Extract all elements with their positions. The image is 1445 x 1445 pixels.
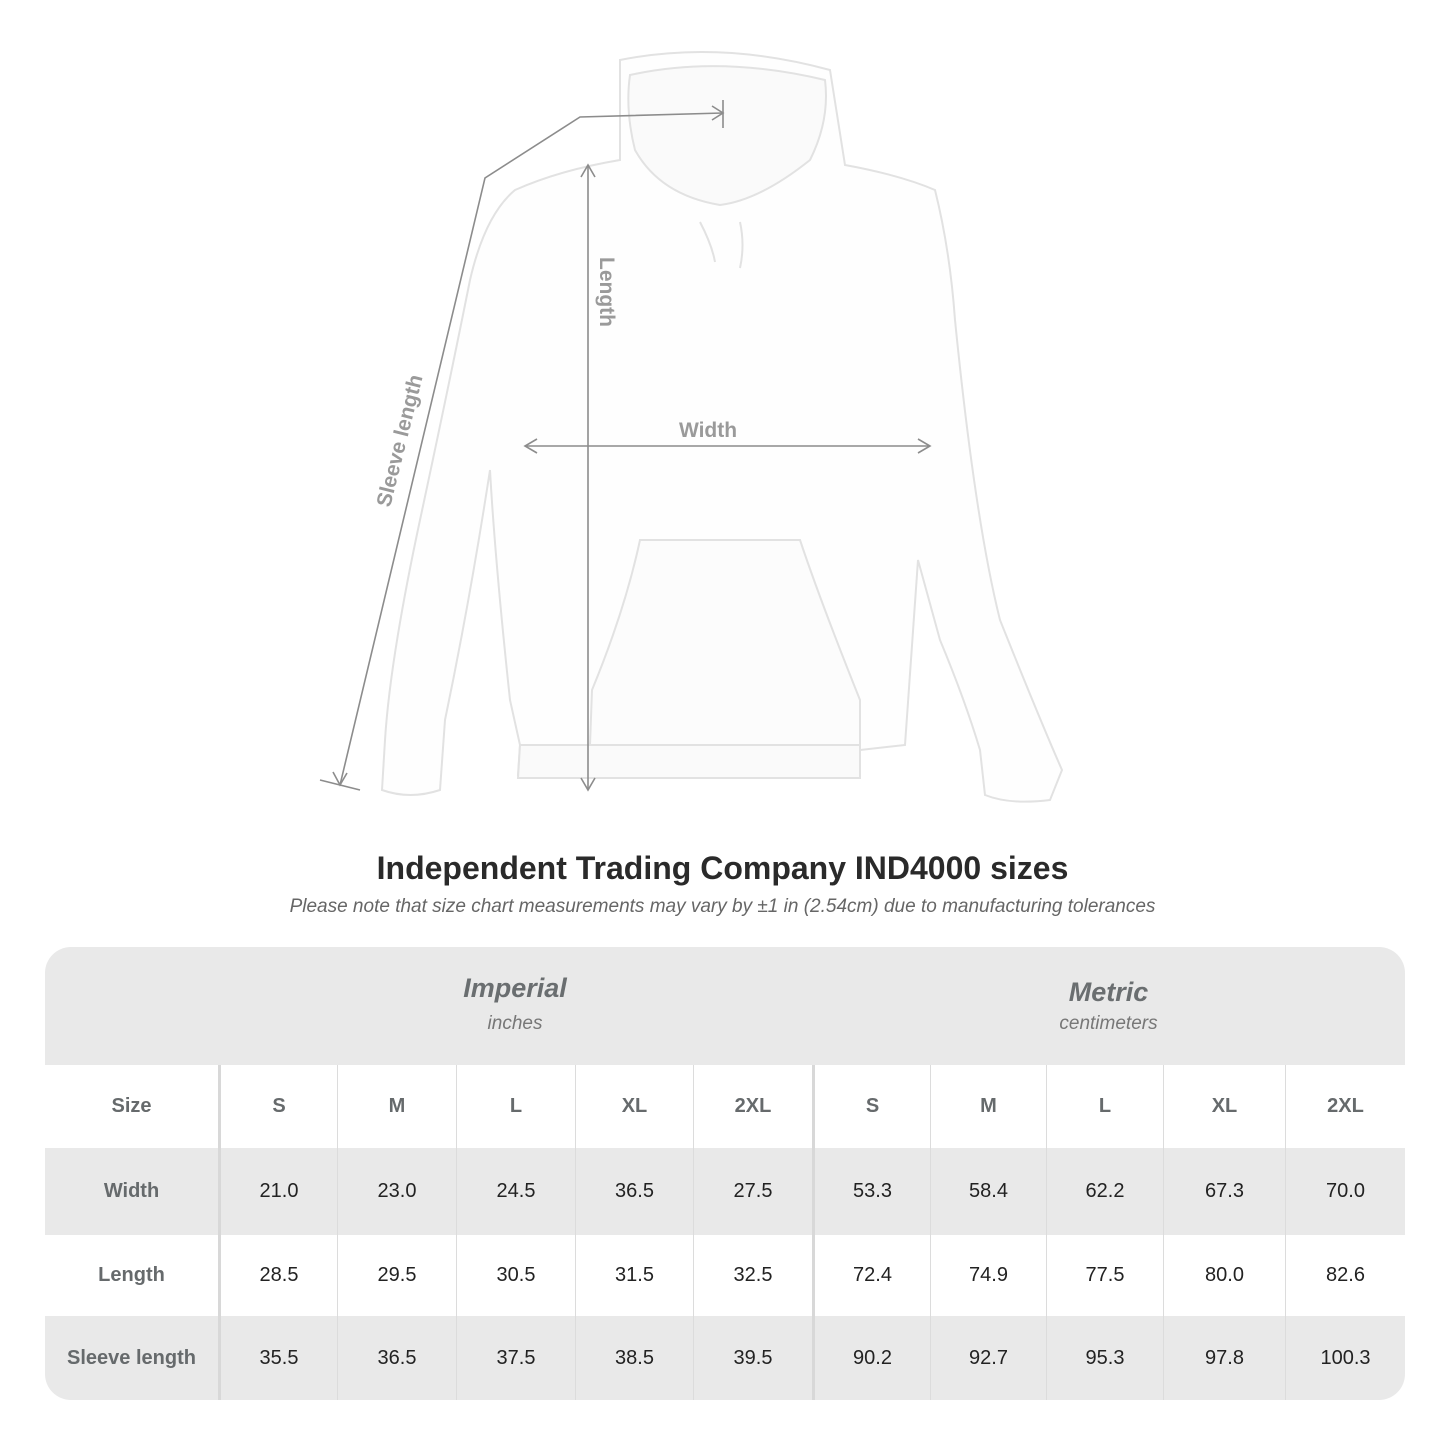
length-arrow-top-icon — [580, 163, 596, 178]
table-row: Length 28.5 29.5 30.5 31.5 32.5 72.4 74.9 77.5 80… — [45, 1235, 1405, 1316]
size-column-header: M — [337, 1065, 456, 1148]
hoodie-body — [380, 51, 1064, 803]
metric-value-cell: 90.2 — [812, 1316, 930, 1400]
metric-value-cell: 97.8 — [1163, 1316, 1285, 1400]
hood-opening — [627, 65, 827, 207]
size-column-header: S — [812, 1065, 930, 1148]
imperial-value-cell: 36.5 — [575, 1148, 693, 1235]
imperial-unit: inches — [487, 1013, 543, 1034]
imperial-header: Imperial inches — [218, 947, 812, 1065]
imperial-label: Imperial — [463, 973, 567, 1003]
length-label: Length — [595, 257, 618, 327]
table-row: Width 21.0 23.0 24.5 36.5 27.5 53.3 58.4 62.2 67.… — [45, 1148, 1405, 1235]
imperial-value-cell: 28.5 — [218, 1235, 337, 1316]
metric-value-cell: 100.3 — [1285, 1316, 1405, 1400]
imperial-value-cell: 23.0 — [337, 1148, 456, 1235]
size-column-header: 2XL — [1285, 1065, 1405, 1148]
waistband — [516, 744, 861, 779]
metric-value-cell: 95.3 — [1046, 1316, 1163, 1400]
metric-value-cell: 53.3 — [812, 1148, 930, 1235]
metric-value-cell: 82.6 — [1285, 1235, 1405, 1316]
size-header-cell: Size — [111, 1095, 152, 1117]
size-column-header: L — [1046, 1065, 1163, 1148]
metric-value-cell: 80.0 — [1163, 1235, 1285, 1316]
imperial-value-cell: 21.0 — [218, 1148, 337, 1235]
table-row: Sleeve length 35.5 36.5 37.5 38.5 39.5 90.2 92.… — [45, 1316, 1405, 1400]
metric-value-cell: 77.5 — [1046, 1235, 1163, 1316]
metric-value-cell: 72.4 — [812, 1235, 930, 1316]
sleeve-arrow-icon — [332, 771, 348, 787]
length-arrow-bottom-icon — [580, 777, 596, 792]
metric-header: Metric centimeters — [812, 947, 1405, 1065]
metric-value-cell: 92.7 — [930, 1316, 1046, 1400]
width-label: Width — [679, 419, 737, 442]
imperial-value-cell: 30.5 — [456, 1235, 575, 1316]
imperial-value-cell: 29.5 — [337, 1235, 456, 1316]
size-column-header: XL — [1163, 1065, 1285, 1148]
hoodie-illustration — [380, 51, 1064, 803]
imperial-value-cell: 31.5 — [575, 1235, 693, 1316]
hood-arrow-icon — [711, 105, 725, 121]
row-label: Length — [98, 1264, 165, 1286]
imperial-value-cell: 24.5 — [456, 1148, 575, 1235]
metric-value-cell: 67.3 — [1163, 1148, 1285, 1235]
measurement-lines — [319, 100, 932, 792]
size-table: Imperial inches Metric centimeters Size S… — [45, 947, 1405, 1400]
page-title: Independent Trading Company IND4000 size… — [376, 850, 1069, 886]
imperial-value-cell: 35.5 — [218, 1316, 337, 1400]
metric-value-cell: 58.4 — [930, 1148, 1046, 1235]
imperial-value-cell: 36.5 — [337, 1316, 456, 1400]
width-arrow-right-icon — [917, 438, 932, 454]
imperial-value-cell: 27.5 — [693, 1148, 812, 1235]
hoodie-measurement-diagram: Length Width Sleeve length — [319, 51, 1064, 803]
row-label: Width — [103, 1180, 160, 1202]
drawstrings — [699, 221, 744, 269]
size-column-header: 2XL — [693, 1065, 812, 1148]
metric-value-cell: 70.0 — [1285, 1148, 1405, 1235]
size-column-header: M — [930, 1065, 1046, 1148]
imperial-value-cell: 32.5 — [693, 1235, 812, 1316]
width-arrow-left-icon — [523, 438, 538, 454]
size-column-header: S — [218, 1065, 337, 1148]
size-column-header: L — [456, 1065, 575, 1148]
metric-value-cell: 62.2 — [1046, 1148, 1163, 1235]
imperial-value-cell: 38.5 — [575, 1316, 693, 1400]
size-column-header: XL — [575, 1065, 693, 1148]
imperial-value-cell: 37.5 — [456, 1316, 575, 1400]
row-label: Sleeve length — [67, 1346, 196, 1369]
metric-value-cell: 74.9 — [930, 1235, 1046, 1316]
sleeve-length-label: Sleeve length — [373, 372, 428, 509]
metric-label: Metric — [1068, 977, 1149, 1007]
imperial-value-cell: 39.5 — [693, 1316, 812, 1400]
sleeve-length-line — [339, 112, 724, 786]
size-header-row: Size S M L XL 2XL S M L XL 2XL — [45, 1065, 1405, 1148]
table-header-band — [45, 947, 1405, 1065]
metric-unit: centimeters — [1059, 1013, 1158, 1034]
kangaroo-pocket — [588, 539, 861, 746]
tolerance-note: Please note that size chart measurements… — [289, 896, 1156, 917]
